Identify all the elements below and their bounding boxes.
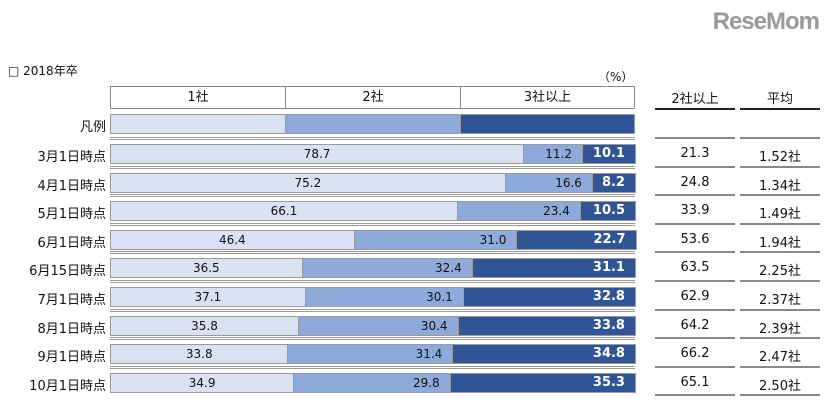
category-label: 6月15日時点 [29, 264, 106, 280]
average-value: 2.39社 [759, 321, 801, 337]
category-label: 4月1日時点 [37, 178, 106, 194]
two-plus-value: 21.3 [680, 146, 710, 161]
row-rule [655, 308, 735, 311]
category-label: 6月1日時点 [37, 235, 106, 251]
row-rule [740, 137, 820, 139]
bar-segment-2社: 30.4 [297, 315, 459, 336]
row-separator [110, 308, 635, 312]
two-plus-value: 66.2 [680, 346, 710, 362]
legend-swatch-3sha-plus [460, 114, 635, 134]
bar-segment-1社: 34.9 [110, 372, 295, 393]
row-rule [655, 222, 735, 225]
row-rule [655, 194, 735, 197]
category-label: 7月1日時点 [37, 293, 106, 308]
bar-segment-2社: 23.4 [457, 201, 581, 222]
row-rule [655, 280, 735, 282]
bar-segment-1社: 33.8 [110, 344, 289, 365]
row-rule [740, 194, 820, 197]
row-rule [740, 394, 820, 397]
row-rule [655, 251, 735, 254]
bar-segment-2社: 32.4 [301, 258, 473, 279]
bar-segment-3社以上: 8.2 [591, 172, 636, 193]
average-value: 2.25社 [759, 264, 801, 280]
average-value: 1.49社 [759, 207, 801, 223]
row-separator [110, 165, 635, 169]
category-label: 10月1日時点 [29, 378, 106, 394]
bar-segment-2社: 16.6 [504, 172, 593, 193]
row-rule [740, 308, 820, 311]
legend-swatch-1sha [110, 114, 286, 134]
average-value: 2.50社 [759, 378, 801, 394]
row-separator [110, 280, 635, 283]
row-rule [655, 394, 735, 397]
header-3sha-plus: 3社以上 [460, 86, 635, 109]
two-plus-value: 24.8 [680, 174, 710, 190]
row-rule [740, 251, 820, 254]
two-plus-value: 62.9 [680, 289, 710, 304]
bar-segment-1社: 46.4 [110, 229, 355, 250]
chart-title: □ 2018年卒 [8, 64, 78, 78]
row-separator [110, 194, 635, 198]
bar-segment-3社以上: 34.8 [452, 344, 636, 365]
row-separator [110, 337, 635, 341]
bar-segment-1社: 78.7 [110, 144, 525, 164]
row-separator [110, 137, 635, 140]
bar-segment-3社以上: 10.1 [581, 144, 636, 164]
bar-segment-3社以上: 33.8 [457, 315, 636, 336]
row-rule [740, 280, 820, 282]
bar-segment-3社以上: 35.3 [449, 372, 636, 393]
bar-segment-1社: 75.2 [110, 172, 506, 193]
category-label: 9月1日時点 [37, 350, 106, 366]
row-rule [655, 165, 735, 168]
header-average: 平均 [740, 88, 820, 110]
bar-segment-2社: 31.4 [287, 344, 454, 365]
two-plus-value: 63.5 [680, 260, 710, 276]
average-value: 1.52社 [759, 150, 801, 165]
header-2sha: 2社 [285, 86, 461, 109]
bar-segment-3社以上: 22.7 [516, 229, 637, 250]
bar-segment-1社: 37.1 [110, 287, 306, 307]
average-value: 1.94社 [759, 235, 801, 251]
two-plus-value: 53.6 [680, 231, 710, 247]
bar-segment-2社: 11.2 [523, 144, 583, 164]
category-label: 8月1日時点 [37, 321, 106, 337]
bar-segment-2社: 31.0 [353, 229, 518, 250]
bar-segment-2社: 29.8 [293, 372, 451, 393]
unit-label: （%） [598, 70, 634, 84]
category-label: 3月1日時点 [37, 150, 106, 165]
row-separator [110, 365, 635, 369]
two-plus-value: 33.9 [680, 203, 710, 219]
average-value: 2.37社 [759, 293, 801, 308]
row-separator [110, 251, 635, 255]
bar-segment-3社以上: 31.1 [471, 258, 636, 279]
two-plus-value: 65.1 [680, 374, 710, 390]
two-plus-value: 64.2 [680, 317, 710, 333]
header-2sha-plus: 2社以上 [655, 88, 735, 110]
row-rule [740, 337, 820, 340]
bar-segment-3社以上: 32.8 [462, 287, 636, 307]
legend-swatch-2sha [285, 114, 461, 134]
bar-segment-1社: 35.8 [110, 315, 299, 336]
row-rule [740, 365, 820, 368]
bar-segment-1社: 66.1 [110, 201, 459, 222]
bar-segment-2社: 30.1 [304, 287, 464, 307]
average-value: 1.34社 [759, 178, 801, 194]
row-rule [655, 365, 735, 368]
watermark-logo: ReseMom [712, 8, 820, 35]
category-label: 5月1日時点 [37, 207, 106, 223]
legend-label: 凡例 [79, 120, 106, 135]
bar-segment-3社以上: 10.5 [579, 201, 636, 222]
average-value: 2.47社 [759, 350, 801, 366]
row-rule [740, 222, 820, 225]
row-rule [655, 137, 735, 139]
bar-segment-1社: 36.5 [110, 258, 303, 279]
header-1sha: 1社 [110, 86, 286, 109]
row-separator [110, 222, 635, 226]
row-rule [655, 337, 735, 340]
row-rule [740, 165, 820, 168]
